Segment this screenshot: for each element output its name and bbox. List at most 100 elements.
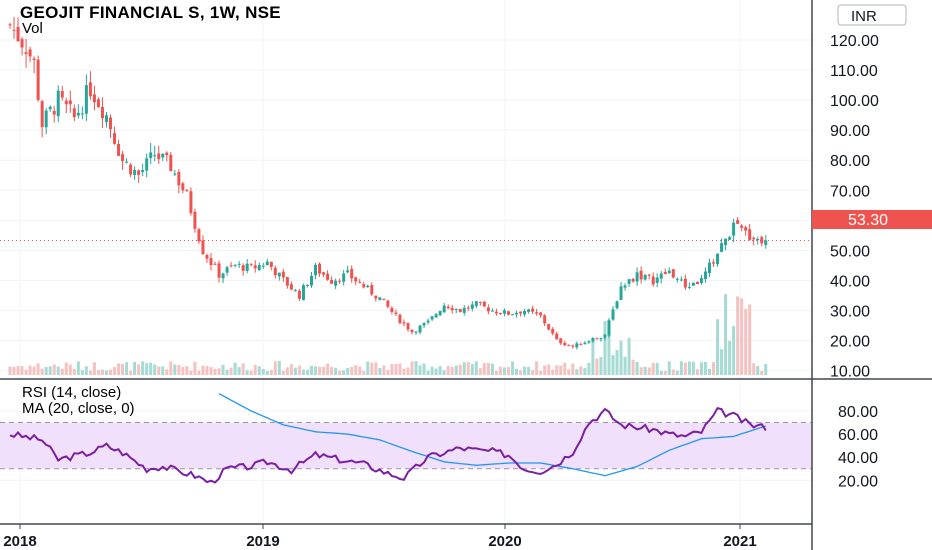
volume-bar: [80, 370, 84, 375]
currency-button[interactable]: [837, 4, 907, 26]
volume-bar: [595, 358, 599, 375]
volume-bar: [559, 365, 563, 375]
candle-body: [44, 110, 48, 128]
candle-body: [245, 263, 249, 271]
time-axis-labels[interactable]: 2018 2019 2020 2021: [3, 533, 756, 550]
candle-body: [595, 338, 599, 340]
candle-body: [583, 342, 587, 345]
candle-body: [607, 320, 611, 336]
volume-bar: [691, 361, 695, 375]
candle-body: [515, 312, 519, 315]
volume-bar: [567, 369, 571, 375]
volume-bar: [229, 367, 233, 375]
volume-bar: [728, 340, 732, 375]
volume-bar: [157, 366, 161, 375]
time-axis-label: 2019: [246, 533, 279, 550]
volume-bar: [611, 354, 615, 375]
volume-bar: [430, 366, 434, 375]
candle-body: [137, 170, 141, 175]
candle-body: [289, 284, 293, 290]
candle-body: [277, 272, 281, 277]
volume-bar: [330, 367, 334, 375]
candle-body: [764, 240, 768, 245]
rsi-axis-labels[interactable]: 80.00 60.00 40.00 20.00: [838, 404, 878, 490]
volume-bar: [52, 364, 56, 375]
volume-bar: [398, 363, 402, 375]
volume-bar: [165, 369, 169, 375]
volume-bar: [671, 369, 675, 375]
candle-body: [92, 94, 96, 103]
volume-bar: [410, 361, 414, 375]
volume-bar: [326, 363, 330, 375]
candle-body: [161, 153, 165, 158]
candle-body: [125, 161, 129, 163]
volume-bar: [511, 361, 514, 375]
candle-body: [454, 308, 458, 310]
volume-bar: [366, 361, 370, 375]
candle-body: [165, 152, 169, 156]
volume-bar: [281, 370, 285, 375]
candle-body: [752, 237, 756, 240]
volume-bar: [117, 363, 121, 375]
volume-bar: [422, 363, 426, 375]
volume-bar: [36, 363, 40, 375]
volume-bar: [56, 366, 60, 375]
volume-bar: [40, 368, 44, 375]
rsi-line: [9, 406, 767, 484]
volume-bar: [76, 361, 80, 375]
volume-bar: [659, 370, 663, 375]
volume-bar: [48, 366, 52, 375]
candle-body: [310, 275, 313, 286]
volume-bar: [426, 370, 430, 375]
rsi-axis-label: 80.00: [838, 404, 878, 421]
volume-bar: [273, 361, 277, 375]
volume-bar: [88, 370, 92, 375]
candle-body: [579, 344, 583, 346]
volume-bar: [249, 370, 253, 375]
volume-bar: [100, 369, 104, 375]
currency-label[interactable]: INR: [851, 8, 877, 25]
price-axis-label: 80.00: [830, 153, 870, 170]
candle-body: [253, 265, 257, 269]
candle-body: [338, 280, 342, 282]
candle-body: [631, 278, 635, 282]
candle-body: [330, 279, 334, 284]
candle-body: [687, 286, 691, 288]
volume-legend[interactable]: Vol: [22, 20, 43, 37]
volume-bar: [213, 368, 217, 375]
price-axis-labels[interactable]: 120.00110.00100.0090.0080.0070.0060.0050…: [830, 33, 879, 381]
volume-bar: [104, 370, 108, 375]
rsi-band: [0, 422, 812, 469]
price-axis-label: 40.00: [830, 273, 870, 290]
volume-bar: [531, 370, 535, 375]
rsi-ma-legend[interactable]: MA (20, close, 0): [22, 400, 135, 417]
volume-bar: [133, 361, 137, 375]
rsi-legend[interactable]: RSI (14, close): [22, 384, 121, 401]
candle-body: [205, 254, 209, 259]
candle-body: [458, 309, 462, 313]
volume-bar: [519, 370, 523, 375]
volume-bar: [527, 366, 531, 375]
volume-bar: [647, 367, 651, 375]
volume-bar: [555, 365, 559, 375]
price-axis-label: 50.00: [830, 243, 870, 260]
volume-bar: [651, 362, 655, 375]
volume-bar: [121, 363, 125, 375]
volume-bar: [185, 366, 189, 375]
candle-body: [322, 272, 326, 275]
volume-bar: [446, 365, 450, 375]
volume-bar: [667, 361, 671, 375]
volume-bar: [655, 362, 659, 375]
volume-bar: [390, 364, 394, 375]
volume-bar: [201, 365, 205, 375]
volume-bar: [92, 362, 96, 375]
candle-body: [575, 343, 579, 348]
candle-body: [318, 263, 322, 274]
volume-bar: [301, 369, 305, 375]
volume-bar: [20, 366, 24, 375]
volume-bar: [354, 365, 358, 375]
symbol-title[interactable]: GEOJIT FINANCIAL S, 1W, NSE: [20, 3, 281, 22]
candle-body: [527, 309, 531, 312]
candle-body: [683, 278, 687, 288]
